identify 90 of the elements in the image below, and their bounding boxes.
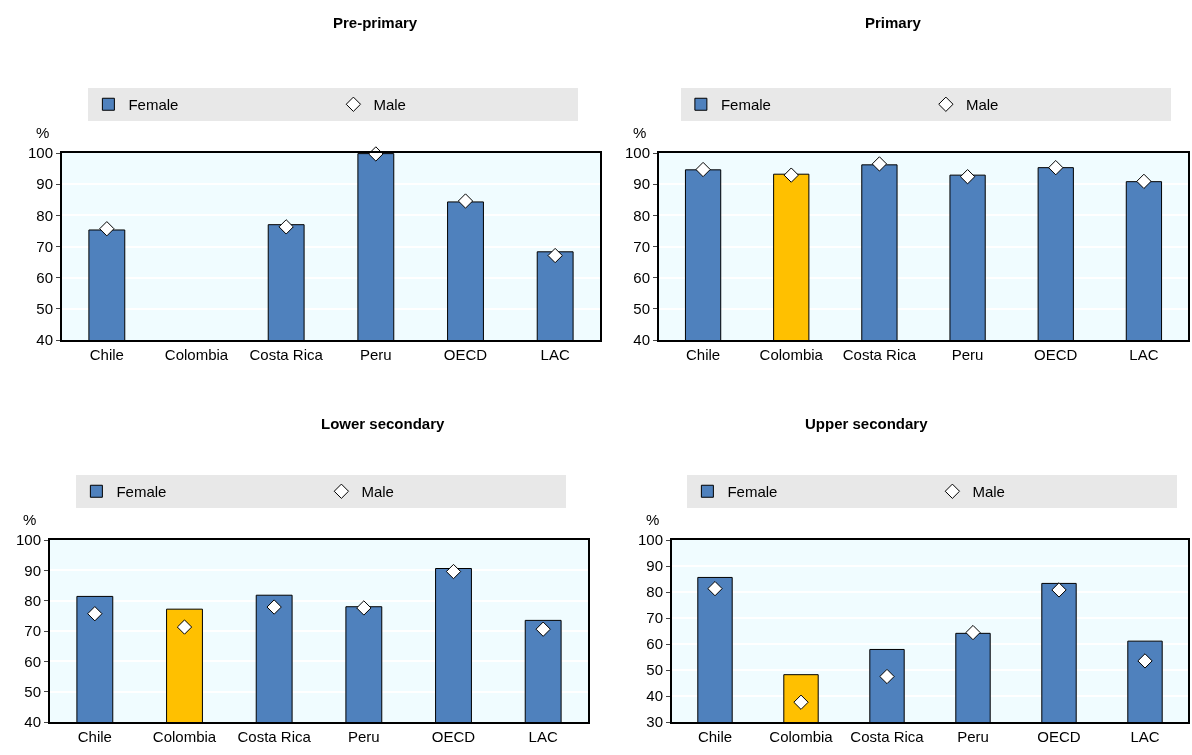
y-tick-label: 90 <box>24 561 41 579</box>
y-tick-label: 60 <box>646 635 663 653</box>
x-tick-label: Colombia <box>152 728 217 745</box>
x-tick-label: Chile <box>89 346 124 363</box>
legend-label: Female <box>128 96 179 114</box>
point <box>535 621 551 637</box>
point <box>278 219 294 235</box>
y-tick-label: 60 <box>24 652 41 670</box>
point <box>965 624 981 641</box>
x-tick-label: Colombia <box>759 346 824 363</box>
y-tick-label: 90 <box>36 175 53 193</box>
y-tick-label: 40 <box>633 331 650 349</box>
legend-label: Female <box>116 483 167 501</box>
chart-title: Upper secondary <box>805 415 929 432</box>
point <box>707 580 723 597</box>
x-tick-label: Chile <box>685 346 721 363</box>
y-tick-label: 70 <box>24 622 41 640</box>
x-tick-label: Costa Rica <box>842 346 917 363</box>
point <box>87 606 103 622</box>
x-tick-label: OECD <box>1034 346 1078 363</box>
point <box>1137 653 1153 669</box>
y-tick-label: 100 <box>27 144 53 162</box>
x-tick-label: OECD <box>1037 728 1081 745</box>
y-tick-label: 40 <box>646 687 663 705</box>
x-tick-label: LAC <box>528 728 558 745</box>
y-tick-label: 60 <box>633 268 650 286</box>
point <box>959 169 976 185</box>
chart-title: Primary <box>865 14 922 31</box>
point <box>1048 160 1064 176</box>
point <box>356 600 372 616</box>
y-tick-label: 50 <box>24 682 41 700</box>
y-axis-title: % <box>36 124 50 141</box>
x-tick-label: Costa Rica <box>850 728 925 745</box>
point <box>445 563 462 580</box>
y-tick-label: 70 <box>633 237 650 255</box>
y-tick-label: 100 <box>624 144 650 162</box>
x-tick-label: Peru <box>957 728 989 745</box>
y-axis-title: % <box>633 124 647 141</box>
y-tick-label: 40 <box>36 331 53 349</box>
legend-label: Male <box>965 96 999 114</box>
point <box>176 619 193 635</box>
point <box>99 221 115 237</box>
y-tick-label: 100 <box>637 531 663 549</box>
x-tick-label: LAC <box>540 346 570 363</box>
y-tick-label: 90 <box>633 175 650 193</box>
y-tick-label: 80 <box>633 206 650 224</box>
y-tick-label: 100 <box>15 531 41 549</box>
y-tick-label: 90 <box>646 557 663 575</box>
legend-label: Female <box>727 483 778 501</box>
legend-label: Female <box>720 96 771 114</box>
y-tick-label: 80 <box>646 583 663 601</box>
y-tick-label: 50 <box>36 300 53 318</box>
x-tick-label: OECD <box>443 346 488 363</box>
point <box>1136 173 1152 190</box>
x-tick-label: Costa Rica <box>237 728 312 745</box>
point <box>783 167 799 183</box>
point <box>871 156 888 172</box>
x-tick-label: LAC <box>1130 728 1160 745</box>
y-axis-title: % <box>23 511 37 528</box>
point <box>266 599 282 615</box>
point <box>547 247 563 264</box>
y-tick-label: 70 <box>646 609 663 627</box>
x-tick-label: Peru <box>951 346 984 363</box>
x-tick-label: Peru <box>359 346 392 363</box>
x-tick-label: OECD <box>431 728 476 745</box>
x-tick-label: Costa Rica <box>249 346 324 363</box>
y-axis-title: % <box>646 511 660 528</box>
chart-title: Pre-primary <box>333 14 418 31</box>
x-tick-label: Chile <box>697 728 733 745</box>
legend-label: Male <box>373 96 406 114</box>
chart-title: Lower secondary <box>321 415 446 432</box>
point <box>879 668 895 685</box>
x-tick-label: LAC <box>1129 346 1159 363</box>
x-tick-label: Colombia <box>769 728 834 745</box>
x-tick-label: Peru <box>347 728 380 745</box>
y-tick-label: 50 <box>633 300 650 318</box>
y-tick-label: 30 <box>646 713 663 731</box>
y-tick-label: 80 <box>36 206 53 224</box>
y-tick-label: 60 <box>36 268 53 286</box>
point <box>457 193 474 209</box>
y-tick-label: 50 <box>646 661 663 679</box>
legend-label: Male <box>361 483 394 501</box>
y-tick-label: 40 <box>24 713 41 731</box>
legend-label: Male <box>972 483 1005 501</box>
point <box>695 161 711 178</box>
x-tick-label: Chile <box>77 728 112 745</box>
y-tick-label: 70 <box>36 237 53 255</box>
x-tick-label: Colombia <box>164 346 229 363</box>
y-tick-label: 80 <box>24 591 41 609</box>
point <box>1051 582 1067 598</box>
